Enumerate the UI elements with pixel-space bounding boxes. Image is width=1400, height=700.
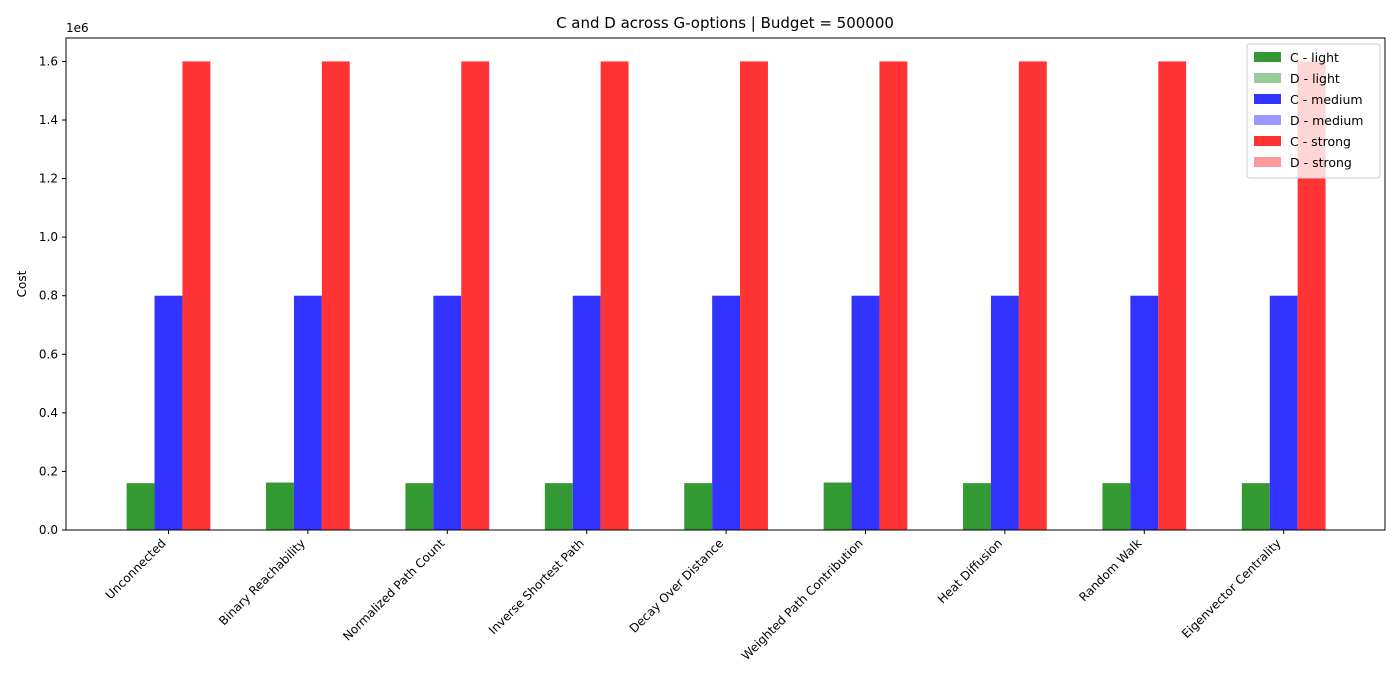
legend-entry-label: D - strong	[1290, 155, 1352, 170]
bar-c-medium	[1269, 295, 1298, 530]
y-tick-label: 1.4	[39, 113, 58, 127]
legend-swatch	[1254, 52, 1281, 62]
bar-c-strong	[600, 61, 629, 531]
y-axis-offset-label: 1e6	[66, 21, 89, 35]
y-tick-label: 1.0	[39, 230, 58, 244]
legend-swatch	[1254, 136, 1281, 146]
bar-c-light	[544, 483, 573, 530]
bar-c-strong	[740, 61, 768, 531]
bar-c-strong	[461, 61, 490, 531]
bar-c-medium	[433, 295, 462, 530]
bar-c-medium	[1130, 295, 1159, 530]
bar-c-strong	[321, 61, 350, 531]
plot-frame	[65, 37, 1386, 531]
bar-c-light	[405, 483, 434, 530]
legend-entry-label: C - light	[1290, 50, 1339, 65]
bar-c-light	[684, 483, 713, 530]
bar-c-light	[1241, 483, 1270, 530]
legend-swatch	[1254, 94, 1281, 104]
bar-c-light	[266, 482, 294, 530]
legend-entry-label: D - medium	[1290, 113, 1363, 128]
chart-title: C and D across G-options | Budget = 5000…	[556, 14, 894, 32]
bar-c-medium	[293, 295, 322, 530]
bar-c-strong	[1018, 61, 1047, 531]
bar-c-strong	[879, 61, 908, 531]
legend-swatch	[1254, 115, 1281, 125]
y-tick-label: 0.4	[39, 406, 58, 420]
y-axis-label: Cost	[15, 270, 29, 297]
y-tick-label: 1.6	[39, 54, 58, 68]
legend-swatch	[1254, 157, 1281, 167]
bar-c-light	[126, 483, 155, 530]
y-tick-label: 0.0	[39, 523, 58, 537]
bar-c-medium	[572, 295, 601, 530]
y-tick-label: 0.6	[39, 347, 58, 361]
legend-entry-label: C - strong	[1290, 134, 1351, 149]
y-axis: 0.0 0.2 0.4 0.6 0.8 1.0 1.2 1.4 1.6	[39, 54, 66, 537]
bar-c-light	[823, 482, 852, 530]
bar-c-strong	[1158, 61, 1187, 531]
y-tick-label: 0.2	[39, 464, 58, 478]
bar-c-medium	[712, 295, 741, 530]
bar-c-medium	[851, 295, 880, 530]
bar-c-strong	[182, 61, 211, 531]
legend-entry-label: C - medium	[1290, 92, 1363, 107]
legend-entry-label: D - light	[1290, 71, 1340, 86]
bar-c-light	[1102, 483, 1131, 530]
y-tick-label: 0.8	[39, 289, 58, 303]
bars	[126, 61, 1326, 531]
legend: C - light D - light C - medium D - medium C …	[1246, 43, 1381, 179]
bar-c-medium	[154, 295, 183, 530]
y-tick-label: 1.2	[39, 172, 58, 186]
legend-swatch	[1254, 73, 1281, 83]
bar-c-light	[963, 483, 991, 530]
bar-c-medium	[990, 295, 1019, 530]
